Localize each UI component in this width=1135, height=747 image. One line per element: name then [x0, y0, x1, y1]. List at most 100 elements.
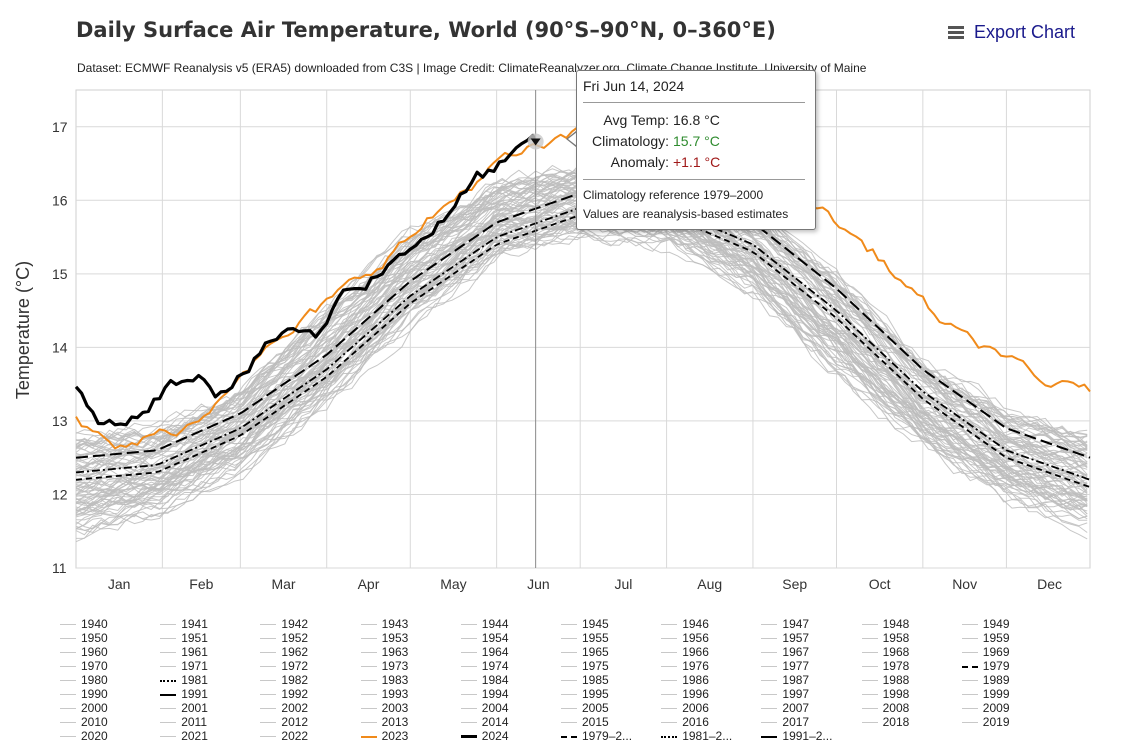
tooltip-anom-row: Anomaly: +1.1 °C — [577, 154, 815, 174]
menu-icon — [948, 26, 964, 39]
legend-label: 1950 — [81, 631, 108, 645]
legend-swatch — [60, 722, 76, 723]
legend-label: 1954 — [481, 631, 509, 645]
legend-label: 1963 — [381, 645, 409, 659]
legend-label: 1959 — [982, 631, 1010, 645]
legend-swatch — [260, 694, 277, 695]
historical-year-line — [75, 205, 1088, 513]
legend-swatch — [360, 736, 377, 738]
legend-label: 1980 — [81, 673, 108, 687]
export-chart-button[interactable]: Export Chart — [948, 22, 1075, 43]
legend-label: 1993 — [381, 687, 409, 701]
tooltip-clim-value: 15.7 °C — [673, 133, 720, 149]
legend-swatch — [961, 722, 978, 723]
historical-year-line — [75, 212, 1088, 517]
tooltip-avg-value: 16.8 °C — [673, 112, 720, 128]
legend-label: 1968 — [882, 645, 910, 659]
legend-swatch — [460, 680, 477, 681]
legend-label: 1997 — [782, 687, 810, 701]
legend-label: 2009 — [982, 701, 1010, 715]
legend-swatch — [160, 708, 177, 709]
y-tick-label: 17 — [52, 119, 68, 135]
legend-label: 2014 — [481, 715, 509, 729]
series-line-19792 — [75, 214, 1091, 488]
legend-swatch — [60, 638, 76, 639]
historical-year-line — [75, 214, 1088, 512]
legend-label: 1940 — [81, 617, 108, 631]
legend-label: 1982 — [281, 673, 309, 687]
legend-label: 1955 — [582, 631, 609, 645]
y-tick-label: 12 — [52, 486, 68, 502]
legend-swatch — [761, 722, 778, 723]
legend-label: 1996 — [682, 687, 709, 701]
legend-swatch — [360, 624, 377, 625]
tooltip-divider — [583, 102, 805, 103]
historical-year-line — [75, 208, 1088, 512]
x-tick-label: Aug — [697, 576, 722, 592]
legend-label: 2010 — [81, 715, 108, 729]
legend-label: 1975 — [582, 659, 609, 673]
x-tick-label: Oct — [869, 576, 891, 592]
legend-swatch — [460, 638, 477, 639]
historical-year-line — [75, 216, 1088, 515]
legend-swatch — [260, 638, 277, 639]
y-tick-label: 13 — [52, 413, 68, 429]
legend-swatch — [360, 708, 377, 709]
legend-label: 1962 — [281, 645, 309, 659]
legend-label: 1999 — [982, 687, 1010, 701]
export-chart-label: Export Chart — [974, 22, 1076, 42]
legend-label: 1978 — [882, 659, 910, 673]
tooltip-pointer-inner — [568, 132, 577, 146]
legend-label: 1953 — [381, 631, 409, 645]
legend-swatch — [661, 694, 678, 695]
x-tick-label: Jan — [108, 576, 131, 592]
legend-label: 1965 — [582, 645, 609, 659]
legend-label: 2015 — [582, 715, 609, 729]
legend-swatch — [60, 736, 76, 737]
legend-swatch — [160, 736, 177, 737]
legend-swatch — [561, 736, 577, 738]
legend-swatch — [60, 694, 76, 695]
legend-label: 2022 — [281, 729, 309, 743]
legend-label: 2008 — [882, 701, 910, 715]
legend-swatch — [861, 694, 878, 695]
legend-label: 1942 — [281, 617, 309, 631]
legend-label: 2021 — [181, 729, 208, 743]
x-tick-label: Sep — [782, 576, 807, 592]
legend-swatch — [160, 624, 177, 625]
legend-label: 2005 — [582, 701, 609, 715]
legend-swatch — [460, 694, 477, 695]
legend-swatch — [861, 666, 878, 667]
legend-label: 2000 — [81, 701, 108, 715]
legend-swatch — [661, 624, 678, 625]
legend-swatch — [561, 694, 577, 695]
series-line-2024 — [74, 133, 538, 427]
legend-label: 2024 — [481, 729, 509, 743]
y-tick-label: 15 — [52, 266, 68, 282]
legend-label: 1969 — [982, 645, 1010, 659]
legend-swatch — [460, 624, 477, 625]
x-tick-label: Jul — [614, 576, 632, 592]
legend-swatch — [861, 624, 878, 625]
tooltip-divider — [583, 179, 805, 180]
legend-swatch — [661, 666, 678, 667]
legend-swatch — [961, 638, 978, 639]
historical-year-line — [75, 228, 1088, 536]
legend-label: 1946 — [682, 617, 709, 631]
historical-year-line — [75, 212, 1088, 516]
legend-swatch — [460, 652, 477, 653]
legend-swatch — [661, 680, 678, 681]
x-tick-label: May — [440, 576, 466, 592]
legend-label: 1979 — [982, 659, 1010, 673]
legend-label: 1970 — [81, 659, 108, 673]
legend-label: 1972 — [281, 659, 309, 673]
y-tick-label: 16 — [52, 192, 68, 208]
legend-label: 1941 — [181, 617, 208, 631]
legend-swatch — [260, 736, 277, 737]
legend-label: 1987 — [782, 673, 810, 687]
legend-swatch — [360, 722, 377, 723]
legend-swatch — [761, 624, 778, 625]
legend-swatch — [561, 638, 577, 639]
y-axis-label: Temperature (°C) — [13, 261, 33, 399]
